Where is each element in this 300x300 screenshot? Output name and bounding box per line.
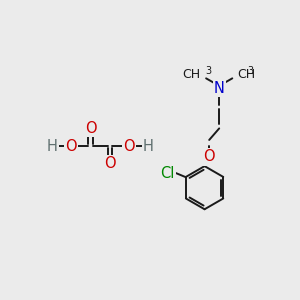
Text: N: N bbox=[214, 81, 225, 96]
Text: O: O bbox=[85, 121, 96, 136]
Text: 3: 3 bbox=[205, 66, 212, 76]
Text: H: H bbox=[143, 139, 154, 154]
Text: CH: CH bbox=[183, 68, 201, 81]
Text: CH: CH bbox=[238, 68, 256, 81]
Text: O: O bbox=[65, 139, 77, 154]
Text: H: H bbox=[47, 139, 58, 154]
Text: O: O bbox=[123, 139, 135, 154]
Text: O: O bbox=[104, 156, 116, 171]
Text: 3: 3 bbox=[247, 66, 253, 76]
Text: Cl: Cl bbox=[160, 166, 175, 181]
Text: O: O bbox=[203, 149, 215, 164]
